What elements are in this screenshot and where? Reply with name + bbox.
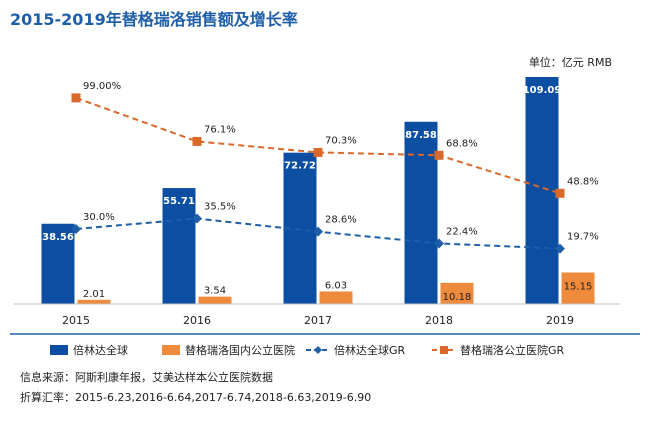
point-domestic-gr <box>192 136 202 146</box>
label-domestic-gr: 99.00% <box>83 81 121 92</box>
legend-marker <box>314 346 322 354</box>
x-tick-label: 2019 <box>546 314 574 327</box>
bar-label-global: 38.56 <box>42 232 74 243</box>
point-global-gr <box>313 226 323 237</box>
x-tick-label: 2015 <box>62 314 90 327</box>
legend-label: 替格瑞洛公立医院GR <box>460 343 565 357</box>
label-global-gr: 30.0% <box>83 212 115 223</box>
bar-domestic <box>319 291 353 304</box>
point-domestic-gr <box>434 150 444 160</box>
label-domestic-gr: 76.1% <box>204 124 236 135</box>
bar-global <box>41 223 75 304</box>
bar-label-global: 87.58 <box>405 130 437 141</box>
unit-label: 单位：亿元 RMB <box>529 55 612 69</box>
point-global-gr <box>434 238 444 249</box>
bar-label-domestic: 2.01 <box>83 289 105 300</box>
point-domestic-gr <box>555 188 565 198</box>
bar-domestic <box>77 299 111 304</box>
plot-area: 2015 2016 2017 2018 2019 38.56 55.71 72.72 87.58… <box>41 77 599 327</box>
bar-label-domestic: 15.15 <box>564 281 593 292</box>
legend: 倍林达全球 替格瑞洛国内公立医院 倍林达全球GR 替格瑞洛公立医院GR <box>50 343 565 357</box>
bar-label-domestic: 10.18 <box>443 292 472 303</box>
bar-label-global: 109.09 <box>523 85 562 96</box>
point-domestic-gr <box>313 147 323 157</box>
label-domestic-gr: 70.3% <box>325 135 357 146</box>
point-global-gr <box>192 213 202 224</box>
bar-domestic <box>561 272 595 304</box>
point-global-gr <box>71 224 81 234</box>
point-global-gr <box>555 243 565 254</box>
label-global-gr: 19.7% <box>567 232 599 243</box>
bar-global <box>162 188 196 304</box>
chart-title: 2015-2019年替格瑞洛销售额及增长率 <box>10 10 298 29</box>
legend-label: 倍林达全球 <box>73 343 128 357</box>
sales-growth-chart: 单位：亿元 RMB 2015 2016 2017 2018 2019 38.56 55.71… <box>10 55 640 357</box>
label-domestic-gr: 68.8% <box>446 138 478 149</box>
bar-domestic <box>440 282 474 304</box>
bar-label-global: 72.72 <box>284 161 316 172</box>
bar-label-global: 55.71 <box>163 196 195 207</box>
label-global-gr: 28.6% <box>325 215 357 226</box>
label-domestic-gr: 48.8% <box>567 176 599 187</box>
legend-marker <box>440 346 448 354</box>
label-global-gr: 35.5% <box>204 202 236 213</box>
x-tick-label: 2017 <box>304 314 332 327</box>
point-domestic-gr <box>71 93 81 103</box>
x-tick-label: 2018 <box>425 314 453 327</box>
bar-domestic <box>198 296 232 304</box>
bar-label-domestic: 6.03 <box>325 280 347 291</box>
bar-label-domestic: 3.54 <box>204 286 226 297</box>
x-tick-label: 2016 <box>183 314 211 327</box>
legend-label: 倍林达全球GR <box>334 343 406 357</box>
legend-swatch <box>162 345 180 355</box>
footer: 信息来源：阿斯利康年报，艾美达样本公立医院数据 折算汇率：2015-6.23,2… <box>20 368 371 408</box>
bar-global <box>404 121 438 304</box>
label-global-gr: 22.4% <box>446 226 478 237</box>
line-domestic-gr <box>75 96 561 195</box>
source-note: 信息来源：阿斯利康年报，艾美达样本公立医院数据 <box>20 371 273 384</box>
exchange-rate-note: 折算汇率：2015-6.23,2016-6.64,2017-6.74,2018-… <box>20 391 372 404</box>
legend-swatch <box>50 345 68 355</box>
legend-label: 替格瑞洛国内公立医院 <box>185 343 295 357</box>
